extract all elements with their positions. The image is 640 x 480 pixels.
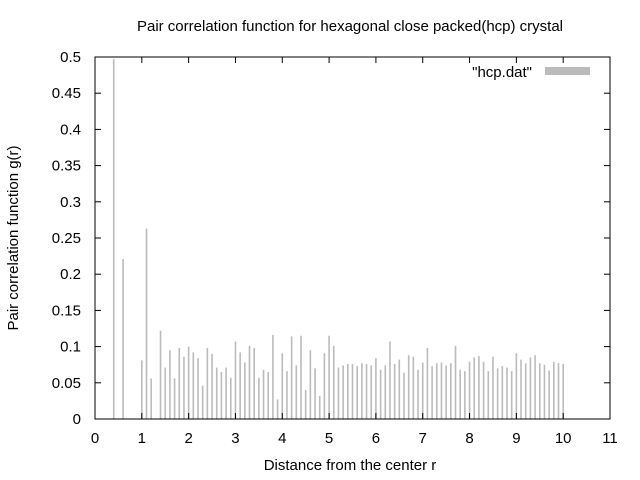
x-tick-label: 0 — [91, 430, 99, 447]
x-tick-label: 2 — [184, 430, 192, 447]
x-tick-label: 9 — [512, 430, 520, 447]
y-tick-label: 0.25 — [52, 230, 81, 247]
x-tick-label: 8 — [465, 430, 473, 447]
x-tick-label: 10 — [555, 430, 572, 447]
x-tick-label: 6 — [372, 430, 380, 447]
x-tick-label: 3 — [231, 430, 239, 447]
legend-label: "hcp.dat" — [472, 64, 532, 81]
chart-title: Pair correlation function for hexagonal … — [137, 18, 563, 35]
bar-series — [112, 59, 564, 419]
plot-frame — [94, 56, 611, 420]
x-tick-label: 4 — [278, 430, 286, 447]
y-tick-label: 0.5 — [60, 49, 81, 66]
x-tick-label: 5 — [325, 430, 333, 447]
axis-ticks: 0 1 2 3 4 5 6 7 8 9 10 11 0 0.05 0.1 0.15 0.2 0.25 0.3 0.35… — [52, 49, 618, 447]
y-tick-label: 0.45 — [52, 85, 81, 102]
legend: "hcp.dat" — [472, 64, 590, 81]
y-tick-label: 0.1 — [60, 339, 81, 356]
y-tick-label: 0.2 — [60, 266, 81, 283]
legend-swatch — [545, 67, 590, 75]
y-tick-label: 0.3 — [60, 194, 81, 211]
y-tick-label: 0.35 — [52, 158, 81, 175]
y-tick-label: 0.05 — [52, 375, 81, 392]
x-tick-label: 11 — [602, 430, 618, 447]
y-tick-label: 0 — [73, 411, 81, 428]
y-tick-label: 0.15 — [52, 302, 81, 319]
y-axis-label: Pair correlation function g(r) — [5, 145, 22, 330]
y-tick-label: 0.4 — [60, 121, 81, 138]
x-axis-label: Distance from the center r — [264, 457, 437, 474]
x-tick-label: 1 — [138, 430, 146, 447]
x-tick-label: 7 — [419, 430, 427, 447]
